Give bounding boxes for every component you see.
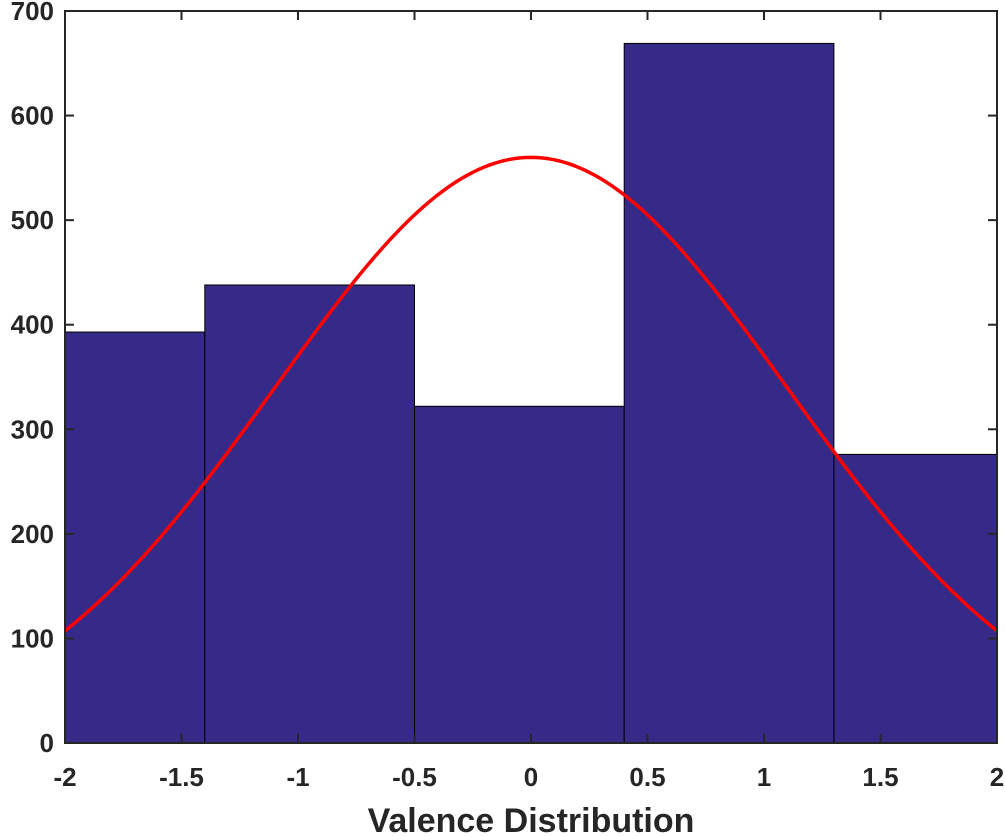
histogram-bar-5 <box>833 453 998 744</box>
histogram-bars <box>64 42 998 744</box>
x-axis-label: Valence Distribution <box>368 802 695 836</box>
y-tick-label: 300 <box>11 414 54 444</box>
histogram-bar-1 <box>64 331 206 744</box>
y-tick-label: 100 <box>11 623 54 653</box>
y-tick-label: 700 <box>11 0 54 26</box>
histogram-bar-2 <box>204 284 415 744</box>
x-tick-label: 1.5 <box>862 762 898 792</box>
histogram-bar-4 <box>623 42 835 744</box>
x-tick-label: 1 <box>757 762 771 792</box>
x-tick-label: 0.5 <box>629 762 665 792</box>
normal-fit-curve <box>63 155 999 633</box>
y-axis-ticks: 0 100 200 300 400 500 600 700 <box>11 0 997 758</box>
x-tick-label: -1.5 <box>159 762 204 792</box>
x-tick-label: -0.5 <box>392 762 437 792</box>
y-tick-label: 0 <box>40 728 54 758</box>
y-tick-label: 500 <box>11 205 54 235</box>
x-tick-label: -1 <box>286 762 309 792</box>
x-tick-label: -2 <box>53 762 76 792</box>
histogram-bar-3 <box>414 405 625 744</box>
x-tick-label: 0 <box>524 762 538 792</box>
x-axis-ticks: -2 -1.5 -1 -0.5 0 0.5 1 1.5 2 <box>53 11 1004 792</box>
y-tick-label: 400 <box>11 310 54 340</box>
y-tick-label: 600 <box>11 101 54 131</box>
x-tick-label: 2 <box>990 762 1004 792</box>
y-tick-label: 200 <box>11 519 54 549</box>
